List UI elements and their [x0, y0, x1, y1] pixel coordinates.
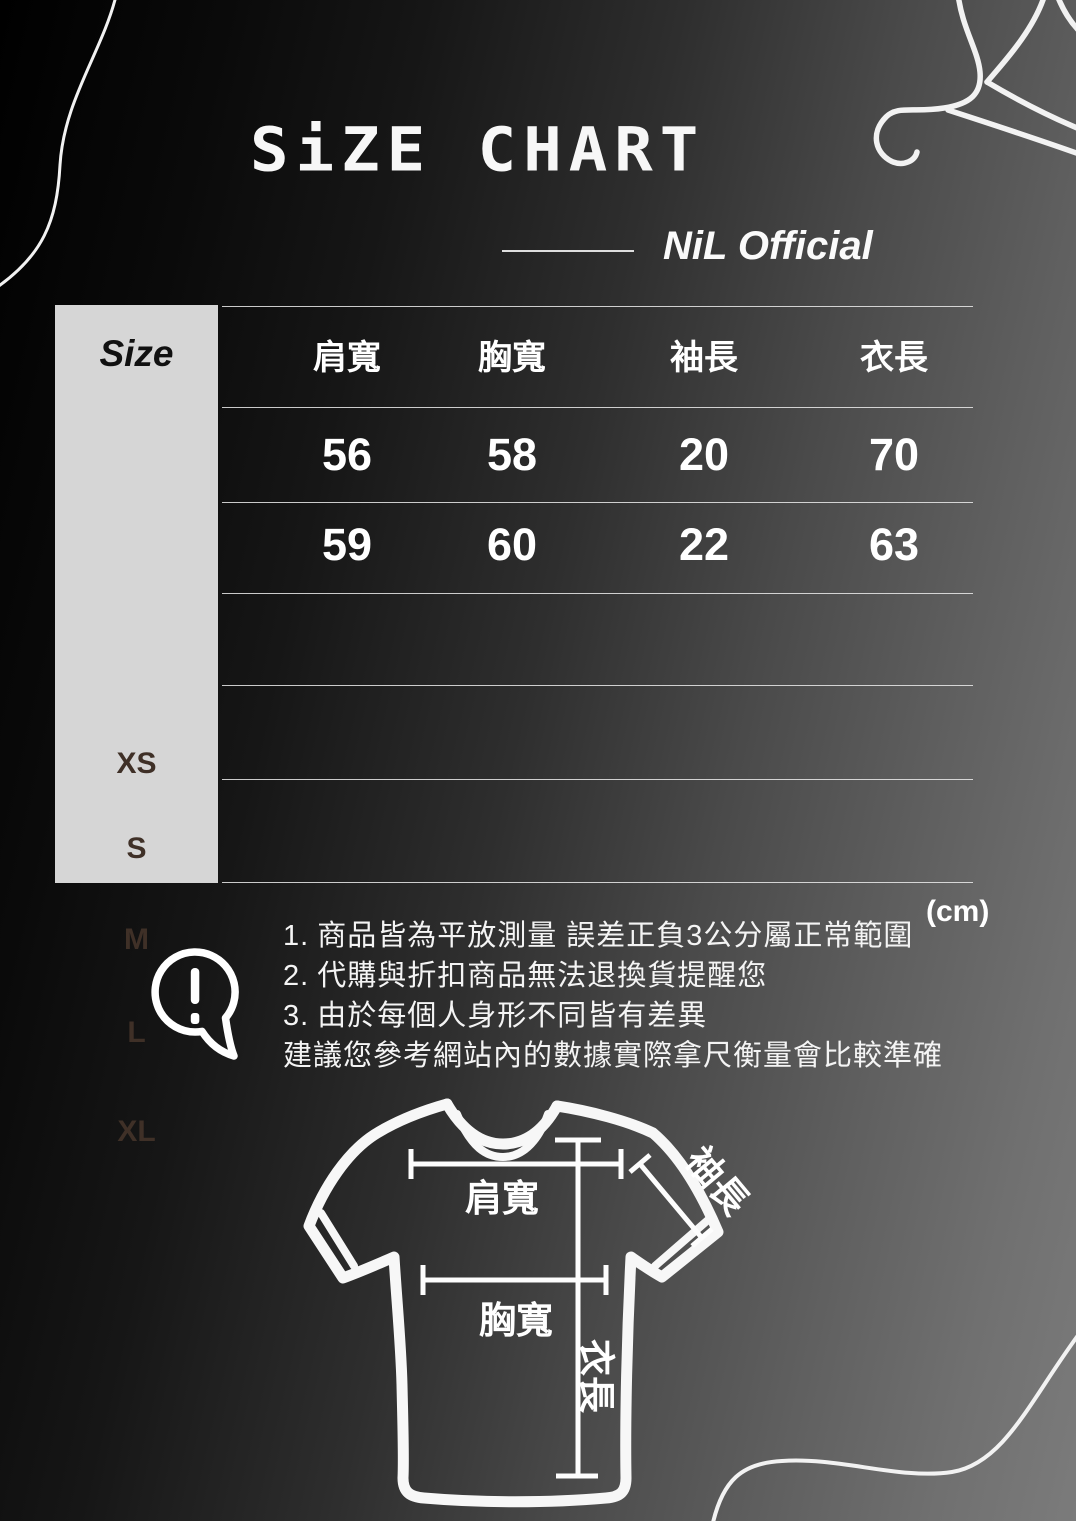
size-label-l: L	[127, 1016, 146, 1049]
cell-xs-length: 70	[868, 429, 920, 480]
shoulder-width-line	[408, 1149, 624, 1179]
size-column: Size XS S M L XL	[55, 305, 218, 1148]
table-border-top	[222, 306, 973, 307]
tshirt-measurement-diagram: 肩寬 胸寬 衣長 袖長	[303, 1098, 757, 1508]
measurement-lines	[408, 1137, 714, 1479]
row-separator	[222, 593, 973, 594]
note-line-1: 1. 商品皆為平放測量 誤差正負3公分屬正常範圍	[283, 912, 913, 954]
cell-s-shoulder: 59	[321, 519, 373, 570]
note-number: 3.	[283, 1000, 310, 1032]
size-label-xs: XS	[116, 747, 157, 780]
row-separator	[222, 779, 973, 780]
cell-s-chest: 60	[486, 519, 538, 570]
note-number: 1.	[283, 920, 310, 952]
sleeve-length-line	[628, 1153, 714, 1248]
note-text: 由於每個人身形不同皆有差異	[317, 1000, 708, 1032]
brand-divider-line	[502, 250, 634, 252]
cell-s-length: 63	[868, 519, 920, 570]
alert-exclamation-bubble-icon	[151, 948, 239, 1060]
cell-xs-sleeve: 20	[678, 429, 730, 480]
hanger-icon	[873, 0, 1076, 167]
size-label-s: S	[126, 832, 147, 865]
page-title: SiZE CHART	[250, 116, 706, 186]
size-column-header: Size	[99, 333, 174, 374]
table-border-bottom	[222, 882, 973, 883]
tshirt-outline	[303, 1098, 724, 1508]
note-text: 代購與折扣商品無法退換貨提醒您	[317, 960, 768, 992]
note-line-3: 3. 由於每個人身形不同皆有差異	[283, 992, 707, 1034]
top-left-curve-line	[0, 0, 117, 287]
column-header-length: 衣長	[860, 339, 928, 377]
note-text: 商品皆為平放測量 誤差正負3公分屬正常範圍	[317, 920, 914, 952]
column-header-chest: 胸寬	[478, 339, 546, 377]
unit-label: (cm)	[926, 895, 990, 928]
cell-xs-shoulder: 56	[321, 429, 373, 480]
column-header-sleeve: 袖長	[670, 339, 738, 377]
brand-name: NiL Official	[663, 224, 873, 268]
diagram-length-label: 衣長	[576, 1339, 617, 1414]
note-footer: 建議您參考網站內的數據實際拿尺衡量會比較準確	[283, 1040, 944, 1072]
column-header-shoulder: 肩寬	[313, 339, 381, 377]
diagram-chest-label: 胸寬	[479, 1300, 553, 1341]
row-separator	[222, 685, 973, 686]
note-line-2: 2. 代購與折扣商品無法退換貨提醒您	[283, 952, 767, 994]
garment-length-line	[555, 1137, 601, 1479]
diagram-shoulder-label: 肩寬	[465, 1177, 539, 1219]
size-label-m: M	[124, 923, 149, 956]
size-label-xl: XL	[117, 1115, 156, 1148]
note-number: 2.	[283, 960, 310, 992]
cell-s-sleeve: 22	[678, 519, 730, 570]
row-separator	[222, 502, 973, 503]
row-separator	[222, 407, 973, 408]
cell-xs-chest: 58	[486, 429, 538, 480]
